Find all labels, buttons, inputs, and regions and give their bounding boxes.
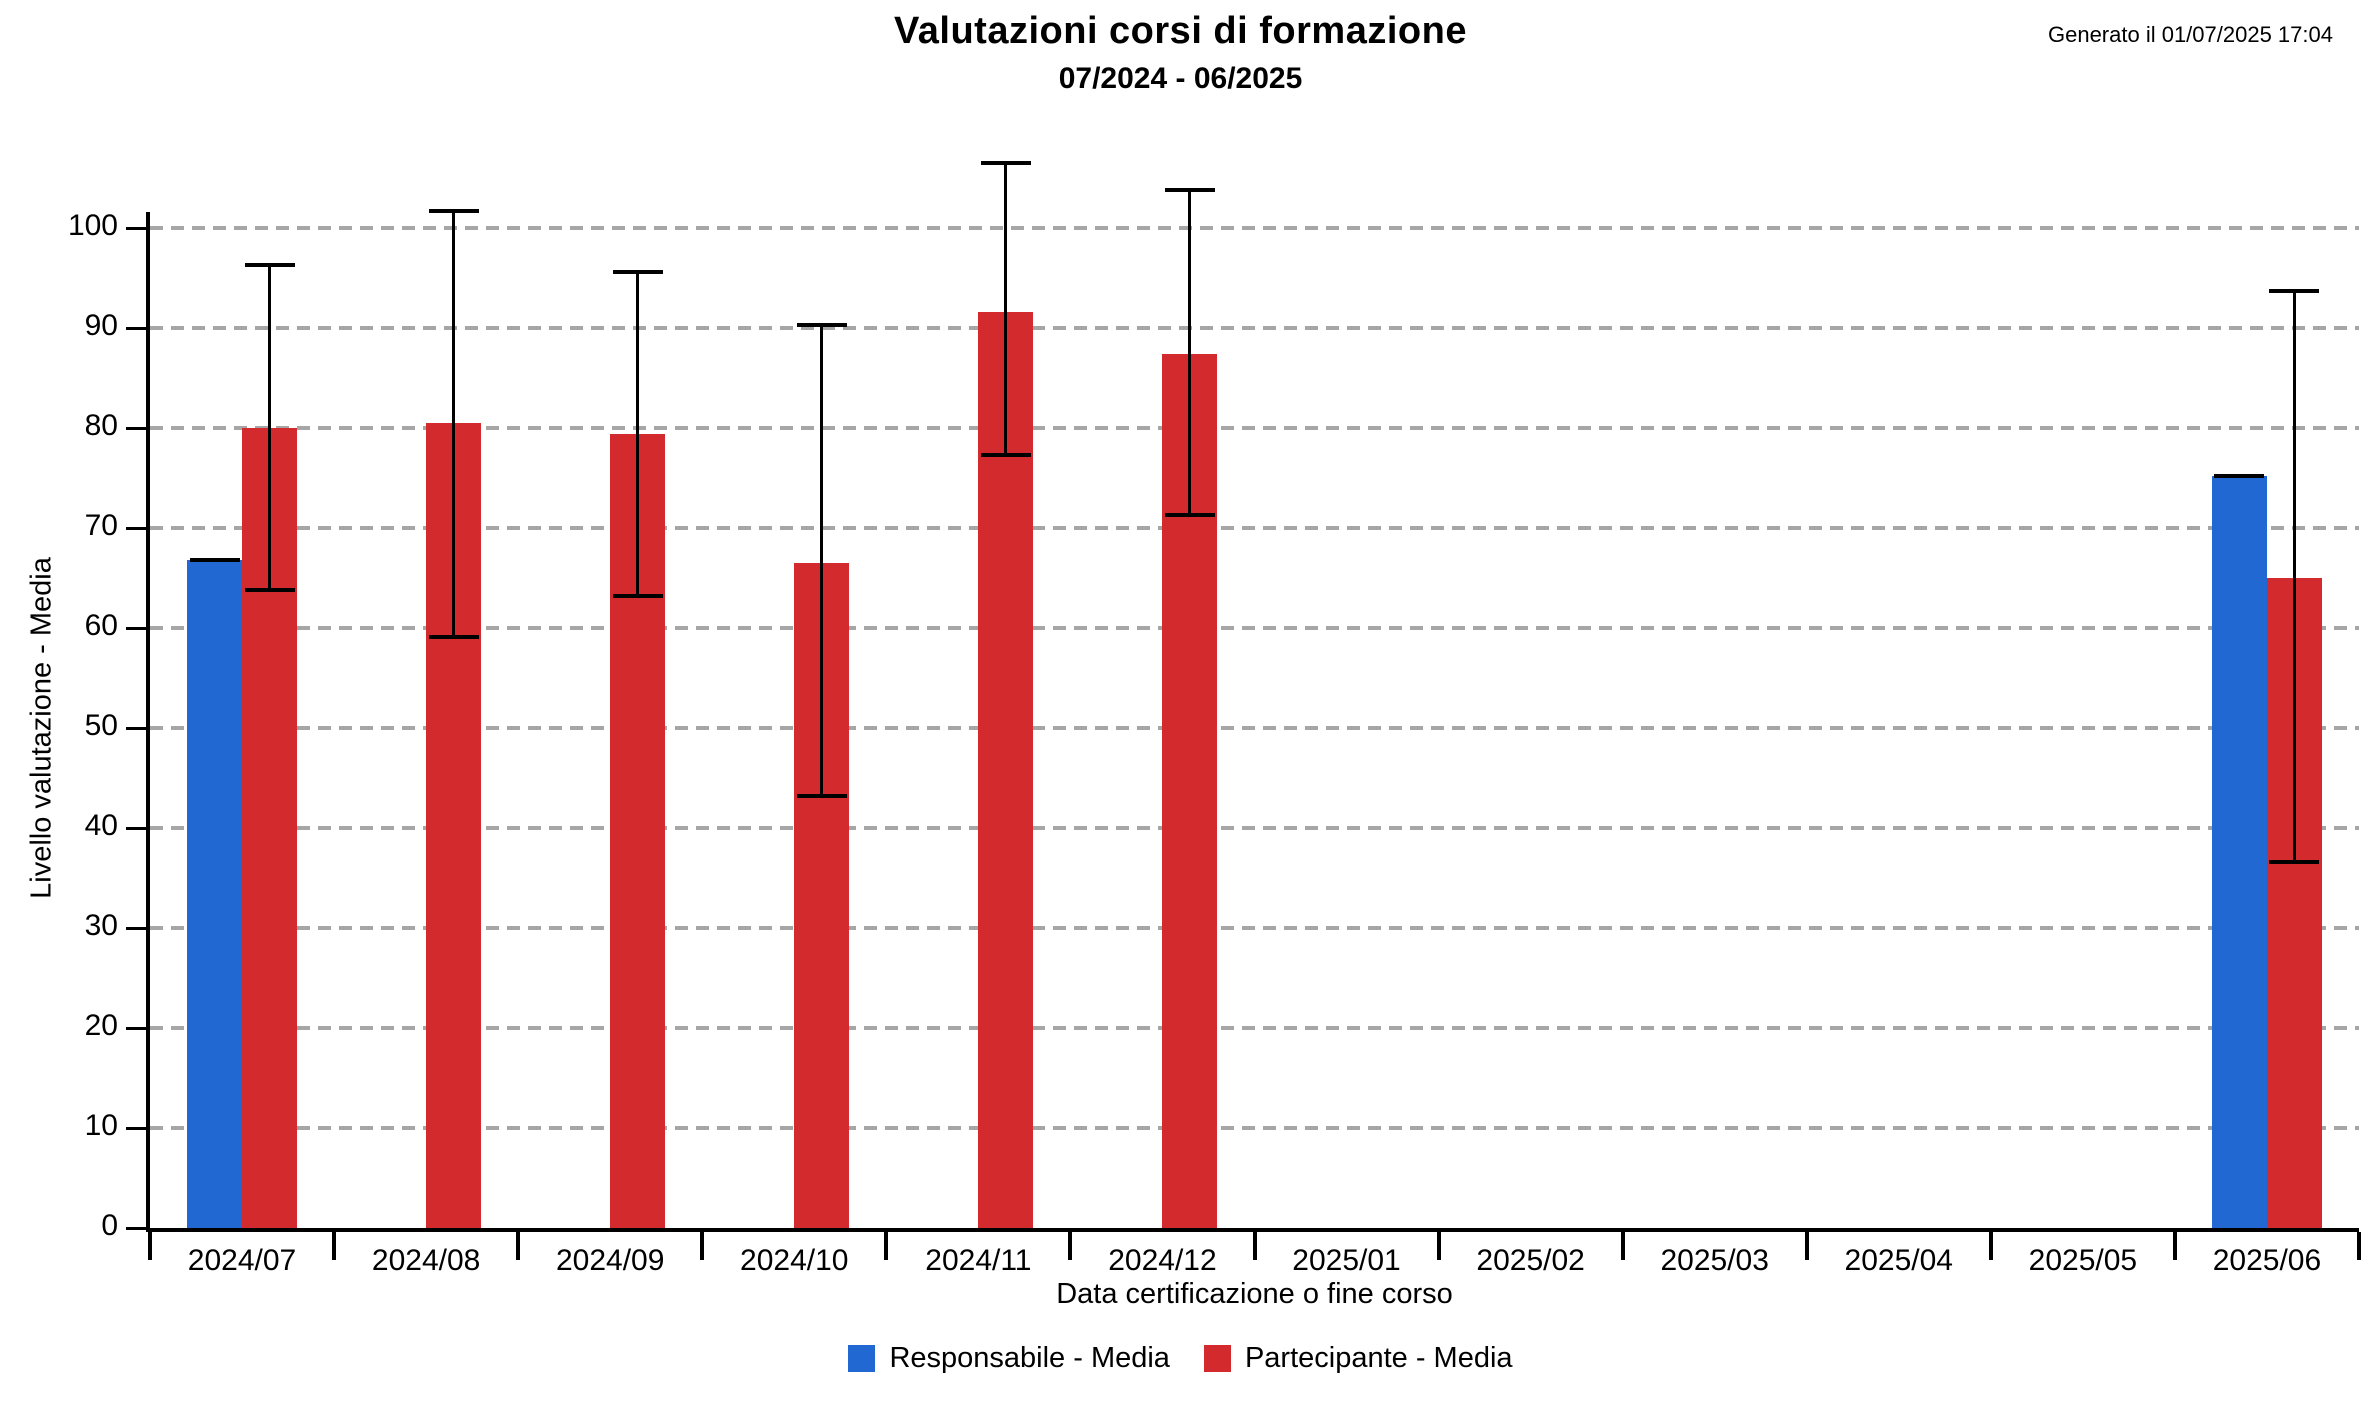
x-tick-10 bbox=[1988, 1232, 1993, 1260]
x-tick-label-2025/04: 2025/04 bbox=[1844, 1244, 1953, 1277]
error-bar-line-2025/06 bbox=[2292, 291, 2296, 862]
gridline-20 bbox=[150, 1026, 2359, 1030]
x-tick-11 bbox=[2172, 1232, 2177, 1260]
error-bar-cap-max-2025/06 bbox=[2269, 289, 2320, 293]
x-tick-0 bbox=[148, 1232, 152, 1260]
y-tick-70 bbox=[126, 527, 150, 530]
gridline-90 bbox=[150, 326, 2359, 330]
legend-label: Partecipante - Media bbox=[1244, 1342, 1513, 1374]
x-tick-label-2025/01: 2025/01 bbox=[1292, 1244, 1401, 1277]
y-tick-label-0: 0 bbox=[101, 1209, 118, 1242]
x-tick-label-2024/09: 2024/09 bbox=[555, 1244, 665, 1277]
gridline-50 bbox=[150, 726, 2359, 730]
y-tick-50 bbox=[126, 727, 150, 730]
y-tick-label-80: 80 bbox=[84, 409, 118, 442]
x-tick-label-2025/05: 2025/05 bbox=[2028, 1244, 2138, 1277]
error-bar-cap-min-2025/06 bbox=[2269, 860, 2320, 864]
y-tick-10 bbox=[126, 1127, 150, 1130]
legend-item-responsabile[interactable]: Responsabile - Media bbox=[848, 1342, 1170, 1375]
error-bar-line-2024/07 bbox=[268, 265, 272, 590]
x-tick-5 bbox=[1068, 1232, 1073, 1260]
y-tick-80 bbox=[126, 427, 150, 430]
x-axis-title: Data certificazione o fine corso bbox=[1056, 1278, 1453, 1310]
error-bar-cap-max-2024/09 bbox=[612, 270, 663, 274]
x-tick-label-2024/12: 2024/12 bbox=[1108, 1244, 1217, 1277]
chart-legend: Responsabile - Media Partecipante - Medi… bbox=[0, 1342, 2361, 1375]
error-bar-line-2024/11 bbox=[1004, 163, 1008, 455]
gridline-10 bbox=[150, 1126, 2359, 1130]
gridline-30 bbox=[150, 926, 2359, 930]
error-bar-cap-max-2024/07 bbox=[189, 558, 240, 562]
y-tick-100 bbox=[126, 227, 150, 230]
y-tick-label-20: 20 bbox=[84, 1009, 118, 1042]
legend-item-partecipante[interactable]: Partecipante - Media bbox=[1203, 1342, 1513, 1375]
y-tick-30 bbox=[126, 927, 150, 930]
y-tick-label-70: 70 bbox=[84, 509, 118, 542]
error-bar-cap-min-2024/10 bbox=[796, 794, 847, 798]
x-tick-label-2024/08: 2024/08 bbox=[371, 1244, 481, 1277]
gridline-60 bbox=[150, 626, 2359, 630]
x-tick-4 bbox=[884, 1232, 889, 1260]
y-tick-label-30: 30 bbox=[84, 909, 118, 942]
y-tick-label-90: 90 bbox=[84, 309, 118, 342]
x-tick-3 bbox=[700, 1232, 705, 1260]
y-tick-90 bbox=[126, 327, 150, 330]
y-tick-label-100: 100 bbox=[67, 209, 118, 242]
x-tick-12 bbox=[2357, 1232, 2361, 1260]
bar-partecipante-2024/11[interactable] bbox=[978, 312, 1034, 1228]
error-bar-cap-min-2024/07 bbox=[244, 588, 295, 592]
error-bar-cap-max-2024/07 bbox=[244, 263, 295, 267]
bar-responsabile-2024/07[interactable] bbox=[187, 560, 243, 1228]
x-tick-6 bbox=[1252, 1232, 1257, 1260]
y-tick-40 bbox=[126, 827, 150, 830]
x-tick-label-2025/03: 2025/03 bbox=[1660, 1244, 1769, 1277]
bar-responsabile-2025/06[interactable] bbox=[2211, 476, 2267, 1228]
generated-timestamp: Generato il 01/07/2025 17:04 bbox=[2047, 22, 2333, 47]
x-tick-7 bbox=[1436, 1232, 1441, 1260]
chart-title: Valutazioni corsi di formazione bbox=[894, 10, 1467, 52]
x-tick-1 bbox=[332, 1232, 337, 1260]
gridline-80 bbox=[150, 426, 2359, 430]
error-bar-cap-min-2024/12 bbox=[1164, 513, 1215, 517]
y-tick-label-40: 40 bbox=[84, 809, 118, 842]
gridline-100 bbox=[150, 226, 2359, 230]
error-bar-cap-max-2024/12 bbox=[1164, 188, 1215, 192]
error-bar-cap-min-2024/09 bbox=[612, 594, 663, 598]
error-bar-line-2024/12 bbox=[1188, 190, 1192, 515]
x-tick-label-2024/10: 2024/10 bbox=[740, 1244, 849, 1277]
legend-label: Responsabile - Media bbox=[889, 1342, 1170, 1374]
y-tick-0 bbox=[126, 1227, 150, 1230]
x-tick-8 bbox=[1620, 1232, 1625, 1260]
y-tick-20 bbox=[126, 1027, 150, 1030]
gridline-40 bbox=[150, 826, 2359, 830]
chart-subtitle: 07/2024 - 06/2025 bbox=[1058, 62, 1303, 95]
y-tick-label-10: 10 bbox=[84, 1109, 118, 1142]
x-tick-9 bbox=[1804, 1232, 1809, 1260]
x-tick-label-2024/11: 2024/11 bbox=[925, 1244, 1032, 1277]
x-axis-line bbox=[146, 1228, 2359, 1232]
error-bar-cap-max-2024/10 bbox=[796, 323, 847, 327]
error-bar-cap-max-2024/08 bbox=[428, 209, 479, 213]
x-tick-label-2025/06: 2025/06 bbox=[2212, 1244, 2322, 1277]
y-tick-60 bbox=[126, 627, 150, 630]
y-tick-label-60: 60 bbox=[84, 609, 118, 642]
y-tick-label-50: 50 bbox=[84, 709, 118, 742]
x-tick-label-2024/07: 2024/07 bbox=[187, 1244, 297, 1277]
error-bar-line-2024/08 bbox=[452, 211, 456, 637]
legend-swatch-blue bbox=[848, 1345, 876, 1372]
error-bar-line-2024/10 bbox=[820, 325, 824, 796]
error-bar-cap-min-2024/11 bbox=[980, 453, 1031, 457]
x-tick-2 bbox=[516, 1232, 521, 1260]
legend-swatch-red bbox=[1203, 1345, 1231, 1372]
gridline-70 bbox=[150, 526, 2359, 530]
error-bar-cap-max-2024/11 bbox=[980, 161, 1031, 165]
x-tick-label-2025/02: 2025/02 bbox=[1476, 1244, 1585, 1277]
y-axis-line bbox=[146, 212, 150, 1232]
error-bar-cap-min-2024/08 bbox=[428, 635, 479, 639]
error-bar-line-2024/09 bbox=[636, 272, 640, 596]
error-bar-cap-max-2025/06 bbox=[2214, 474, 2265, 478]
